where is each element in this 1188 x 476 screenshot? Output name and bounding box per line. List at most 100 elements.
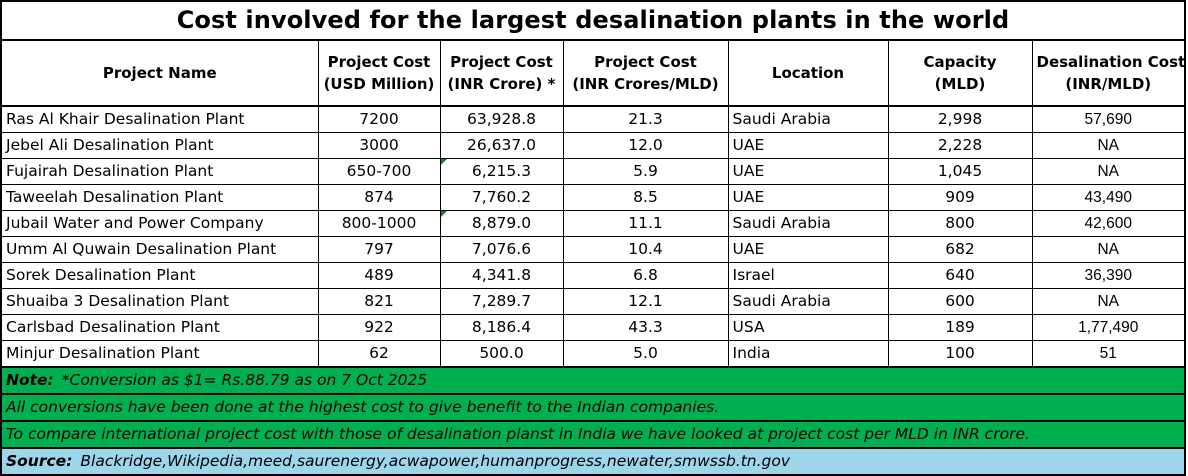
cell-desalination-cost: NA: [1031, 132, 1184, 159]
table-row: Taweelah Desalination Plant 874 7,760.2 8.5…: [2, 184, 1184, 211]
table-row: Umm Al Quwain Desalination Plant 797 7,076…: [2, 236, 1184, 263]
cell-project-name: Jebel Ali Desalination Plant: [2, 132, 319, 159]
header-location: Location: [727, 41, 889, 107]
table-row: Ras Al Khair Desalination Plant 7200 63,92…: [2, 105, 1184, 133]
cell-location: UAE: [727, 158, 889, 185]
header-label: Location: [771, 64, 845, 82]
cell-cost-usd: 800-1000: [317, 210, 441, 237]
cell-cost-per-mld: 8.5: [562, 184, 729, 211]
cell-project-name: Ras Al Khair Desalination Plant: [2, 105, 319, 133]
cell-cost-inr: 6,215.3: [439, 158, 564, 185]
cell-cost-usd: 797: [317, 236, 441, 263]
note-conversion-text: *Conversion as $1= Rs.88.79 as on 7 Oct …: [61, 371, 428, 389]
note-highest-cost-text: All conversions have been done at the hi…: [6, 398, 720, 416]
cell-cost-inr: 500.0: [439, 340, 564, 368]
header-label: Project Cost: [327, 53, 431, 71]
cell-project-name: Shuaiba 3 Desalination Plant: [2, 288, 319, 315]
cell-desalination-cost: NA: [1031, 236, 1184, 263]
header-unit: (MLD): [934, 75, 986, 93]
cell-cost-inr: 7,289.7: [439, 288, 564, 315]
cell-project-name: Minjur Desalination Plant: [2, 340, 319, 368]
header-cost-inr: Project Cost (INR Crore) *: [439, 41, 564, 107]
cell-cost-inr: 7,076.6: [439, 236, 564, 263]
cell-cost-usd: 489: [317, 262, 441, 289]
cell-location: Saudi Arabia: [727, 105, 889, 133]
table-row: Jebel Ali Desalination Plant 3000 26,637.0…: [2, 132, 1184, 159]
cell-cost-usd: 922: [317, 314, 441, 341]
cell-desalination-cost: 1,77,490: [1031, 314, 1184, 341]
cell-location: Israel: [727, 262, 889, 289]
source-row: Source: Blackridge,Wikipedia,meed,saurene…: [2, 449, 1184, 474]
header-label: Desalination Cost: [1036, 53, 1185, 71]
cell-cost-per-mld: 6.8: [562, 262, 729, 289]
table-row: Jubail Water and Power Company 800-1000 8,…: [2, 210, 1184, 237]
header-row: Project Name Project Cost (USD Million) P…: [2, 41, 1185, 107]
cell-capacity: 2,228: [887, 132, 1033, 159]
cell-cost-inr: 26,637.0: [439, 132, 564, 159]
header-label: Project Cost: [594, 53, 697, 71]
cell-cost-inr: 8,186.4: [439, 314, 564, 341]
header-label: Project Cost: [450, 53, 553, 71]
cell-project-name: Taweelah Desalination Plant: [2, 184, 319, 211]
cell-cost-inr: 8,879.0: [439, 210, 564, 237]
cell-cost-per-mld: 5.9: [562, 158, 729, 185]
cell-capacity: 600: [887, 288, 1033, 315]
cell-cost-inr: 4,341.8: [439, 262, 564, 289]
cell-project-name: Jubail Water and Power Company: [2, 210, 319, 237]
table-row: Fujairah Desalination Plant 650-700 6,215.…: [2, 158, 1184, 185]
cell-cost-per-mld: 12.0: [562, 132, 729, 159]
cell-project-name: Sorek Desalination Plant: [2, 262, 319, 289]
cell-cost-usd: 874: [317, 184, 441, 211]
note-comparison-text: To compare international project cost wi…: [6, 425, 1030, 443]
cell-cost-per-mld: 5.0: [562, 340, 729, 368]
header-capacity: Capacity (MLD): [887, 41, 1033, 107]
header-cost-usd: Project Cost (USD Million): [317, 41, 441, 107]
table-row: Shuaiba 3 Desalination Plant 821 7,289.7 12…: [2, 288, 1184, 315]
cell-cost-inr: 63,928.8: [439, 105, 564, 133]
table-row: Carlsbad Desalination Plant 922 8,186.4 43.…: [2, 314, 1184, 341]
header-unit: (INR Crore) *: [447, 75, 556, 93]
table-row: Minjur Desalination Plant 62 500.0 5.0 India…: [2, 340, 1184, 368]
cell-capacity: 189: [887, 314, 1033, 341]
source-label: Source:: [6, 452, 73, 470]
header-label: Capacity: [923, 53, 997, 71]
cell-capacity: 800: [887, 210, 1033, 237]
cell-location: Saudi Arabia: [727, 288, 889, 315]
cell-cost-per-mld: 21.3: [562, 105, 729, 133]
table-row: Sorek Desalination Plant 489 4,341.8 6.8 Isr…: [2, 262, 1184, 289]
cell-cost-usd: 7200: [317, 105, 441, 133]
cell-location: UAE: [727, 184, 889, 211]
cell-capacity: 682: [887, 236, 1033, 263]
cell-capacity: 1,045: [887, 158, 1033, 185]
table-body: Ras Al Khair Desalination Plant 7200 63,92…: [2, 105, 1184, 368]
header-desalination-cost: Desalination Cost (INR/MLD): [1031, 41, 1185, 107]
cell-capacity: 100: [887, 340, 1033, 368]
cell-cost-per-mld: 43.3: [562, 314, 729, 341]
note-conversion: Note: *Conversion as $1= Rs.88.79 as on 7…: [2, 368, 1184, 395]
cell-desalination-cost: 57,690: [1031, 105, 1184, 133]
cell-project-name: Carlsbad Desalination Plant: [2, 314, 319, 341]
cell-location: UAE: [727, 236, 889, 263]
cell-location: India: [727, 340, 889, 368]
cell-location: Saudi Arabia: [727, 210, 889, 237]
cell-desalination-cost: 36,390: [1031, 262, 1184, 289]
cell-cost-usd: 3000: [317, 132, 441, 159]
cell-cost-usd: 62: [317, 340, 441, 368]
header-project-name: Project Name: [2, 41, 319, 107]
cell-cost-per-mld: 11.1: [562, 210, 729, 237]
table-title: Cost involved for the largest desalinati…: [2, 2, 1184, 41]
note-comparison: To compare international project cost wi…: [2, 422, 1184, 449]
cell-capacity: 640: [887, 262, 1033, 289]
cell-location: USA: [727, 314, 889, 341]
cell-desalination-cost: NA: [1031, 158, 1184, 185]
desalination-cost-table: Project Name Project Cost (USD Million) P…: [2, 41, 1184, 368]
cell-cost-inr: 7,760.2: [439, 184, 564, 211]
header-unit: (INR/MLD): [1065, 75, 1152, 93]
cell-project-name: Fujairah Desalination Plant: [2, 158, 319, 185]
header-unit: (USD Million): [323, 75, 435, 93]
cell-cost-per-mld: 12.1: [562, 288, 729, 315]
header-cost-per-mld: Project Cost (INR Crores/MLD): [562, 41, 729, 107]
cell-location: UAE: [727, 132, 889, 159]
cell-cost-usd: 650-700: [317, 158, 441, 185]
cell-cost-per-mld: 10.4: [562, 236, 729, 263]
